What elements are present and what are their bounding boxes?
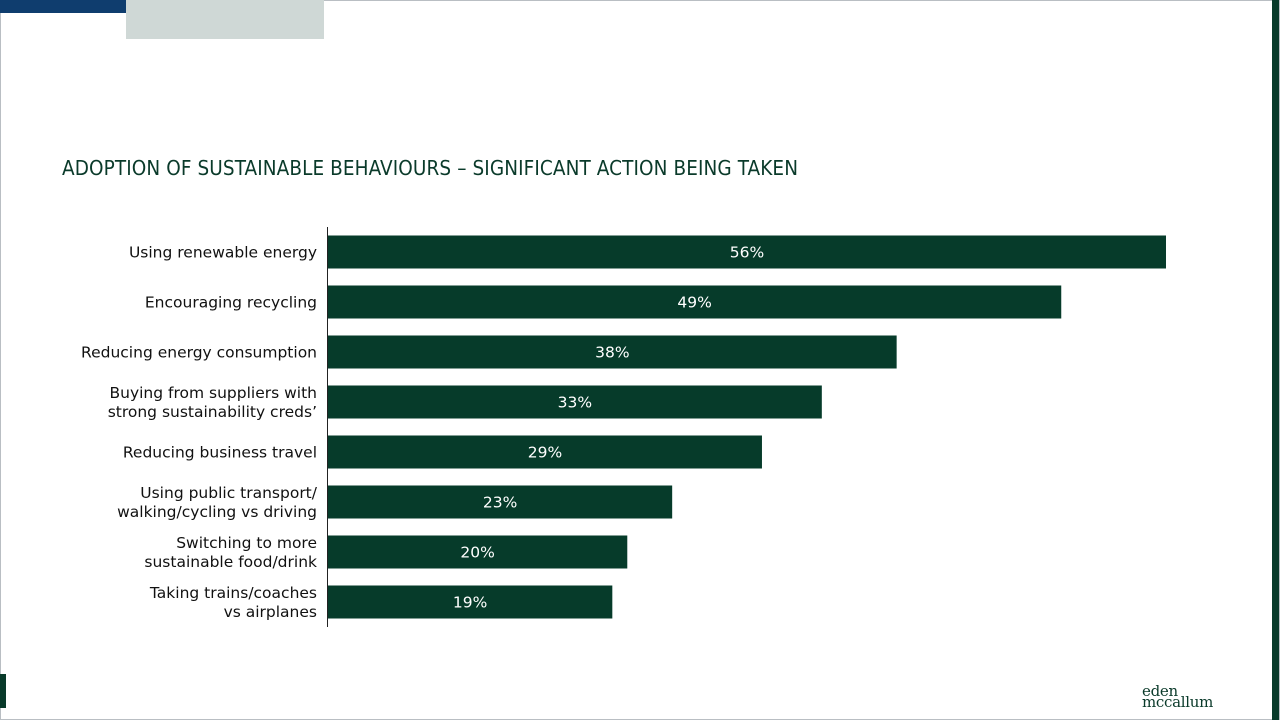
category-label-1: Encouraging recycling [145, 294, 317, 312]
category-label-6: Switching to more sustainable food/drink [144, 534, 317, 571]
bar-value-label-1: 49% [677, 294, 711, 312]
top-grey-block [126, 0, 324, 39]
bar-value-label-2: 38% [595, 344, 629, 362]
category-label-0: Using renewable energy [129, 244, 317, 262]
bar-value-label-6: 20% [460, 544, 494, 562]
bar-1 [328, 285, 1062, 319]
eden-mccallum-logo: eden mccallum [1142, 684, 1226, 714]
category-label-2: Reducing energy consumption [81, 344, 317, 362]
bar-value-label-3: 33% [558, 394, 592, 412]
bar-2 [328, 335, 897, 369]
bar-5 [328, 485, 673, 519]
left-edge-tab [0, 674, 6, 708]
bar-value-label-0: 56% [730, 244, 764, 262]
bar-4 [328, 435, 762, 469]
slide-title: ADOPTION OF SUSTAINABLE BEHAVIOURS – SIG… [62, 156, 799, 180]
category-label-5: Using public transport/walking/cycling v… [117, 484, 318, 521]
bar-6 [328, 535, 628, 569]
right-edge-stripe [1272, 0, 1279, 720]
category-label-3: Buying from suppliers with strong sustain… [108, 384, 317, 421]
bar-0 [328, 235, 1166, 269]
category-label-4: Reducing business travel [123, 444, 317, 462]
logo-line-2: mccallum [1142, 693, 1214, 711]
bar-7 [328, 585, 613, 619]
bar-3 [328, 385, 822, 419]
bar-value-label-7: 19% [453, 594, 487, 612]
bar-value-label-4: 29% [528, 444, 562, 462]
logo-line-1: eden [1142, 682, 1178, 700]
category-label-7: Taking trains/coaches vs airplanes [149, 584, 317, 621]
bar-value-label-5: 23% [483, 494, 517, 512]
